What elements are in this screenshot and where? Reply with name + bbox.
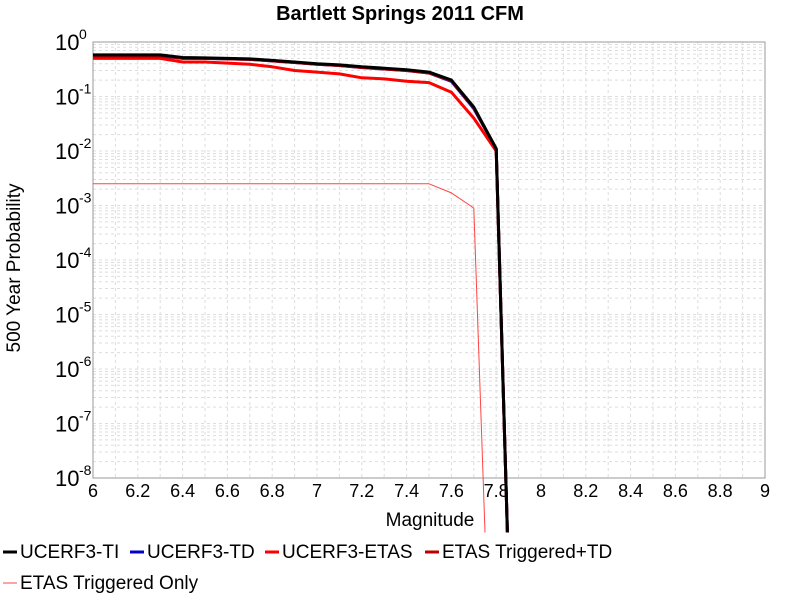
y-tick-exponent: -2	[79, 135, 92, 151]
series-line	[93, 53, 509, 533]
legend: UCERF3-TI UCERF3-TD UCERF3-ETAS ETAS Trigge…	[3, 542, 612, 594]
y-tick-exponent: -8	[79, 462, 92, 478]
y-tick-label: 10	[55, 466, 79, 491]
x-tick-label: 8	[536, 481, 546, 501]
x-tick-label: 8.2	[573, 481, 598, 501]
series-layer	[93, 53, 509, 533]
y-tick-exponent: -5	[79, 299, 92, 315]
series-line	[93, 54, 509, 533]
x-tick-label: 6.6	[215, 481, 240, 501]
x-tick-label: 6	[88, 481, 98, 501]
x-tick-label: 8.4	[618, 481, 643, 501]
y-tick-exponent: -6	[79, 353, 92, 369]
legend-label: ETAS Triggered+TD	[442, 542, 612, 563]
y-tick-exponent: -7	[79, 408, 92, 424]
series-line	[93, 54, 509, 533]
x-tick-label: 7.4	[394, 481, 419, 501]
x-tick-label: 7.2	[349, 481, 374, 501]
y-tick-exponent: -4	[79, 244, 92, 260]
y-axis-label: 500 Year Probability	[4, 183, 25, 353]
chart-title: Bartlett Springs 2011 CFM	[276, 3, 524, 25]
y-tick-label: 10	[55, 85, 79, 110]
series-line	[93, 56, 509, 533]
legend-label: ETAS Triggered Only	[20, 573, 199, 594]
x-tick-label: 6.2	[125, 481, 150, 501]
y-tick-label: 10	[55, 357, 79, 382]
y-tick-label: 10	[55, 303, 79, 328]
x-tick-label: 8.8	[708, 481, 733, 501]
x-tick-label: 7	[312, 481, 322, 501]
y-tick-label: 10	[55, 194, 79, 219]
y-tick-exponent: 0	[79, 26, 87, 42]
x-axis-ticks: 6 6.2 6.4 6.6 6.8 7 7.2 7.4 7.6 7.8 8 8.2 8.4 8.6 8.8 9	[88, 481, 770, 501]
x-tick-label: 6.8	[260, 481, 285, 501]
legend-label: UCERF3-TD	[147, 542, 255, 563]
x-tick-label: 9	[760, 481, 770, 501]
x-tick-label: 8.6	[663, 481, 688, 501]
x-tick-label: 6.4	[170, 481, 195, 501]
x-tick-label: 7.6	[439, 481, 464, 501]
grid	[92, 42, 766, 479]
y-tick-exponent: -1	[79, 81, 92, 97]
y-tick-label: 10	[55, 139, 79, 164]
y-tick-label: 10	[55, 30, 79, 55]
y-tick-label: 10	[55, 412, 79, 437]
y-tick-label: 10	[55, 248, 79, 273]
series-line	[93, 183, 486, 533]
x-axis-label: Magnitude	[386, 510, 475, 531]
plot-area	[92, 41, 766, 479]
legend-label: UCERF3-TI	[20, 542, 119, 563]
y-tick-exponent: -3	[79, 190, 92, 206]
legend-label: UCERF3-ETAS	[282, 542, 413, 563]
x-tick-label: 7.8	[484, 481, 509, 501]
